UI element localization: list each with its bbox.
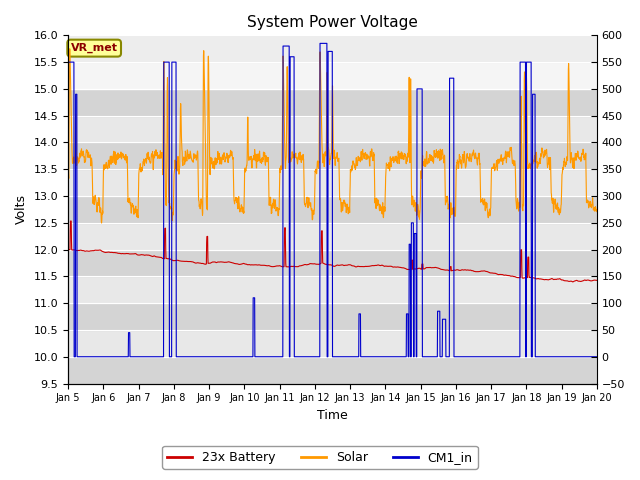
Solar <box>64 165 72 171</box>
Bar <box>68 330 596 357</box>
Solar <box>98 220 106 226</box>
23x Battery <box>561 278 569 284</box>
Bar <box>68 303 596 330</box>
Line: Solar: Solar <box>68 49 596 223</box>
23x Battery <box>64 247 72 252</box>
Bar <box>68 0 596 89</box>
Bar <box>68 36 596 62</box>
23x Battery <box>569 279 577 285</box>
Solar <box>561 164 569 169</box>
CM1_in <box>486 354 494 360</box>
Solar <box>360 151 367 156</box>
Bar <box>68 143 596 169</box>
Y-axis label: Volts: Volts <box>15 194 28 225</box>
Bar <box>68 116 596 143</box>
Line: CM1_in: CM1_in <box>68 43 596 357</box>
23x Battery <box>359 264 367 270</box>
Solar <box>486 212 494 217</box>
23x Battery <box>486 270 494 276</box>
Text: VR_met: VR_met <box>70 43 118 53</box>
CM1_in <box>593 354 600 360</box>
23x Battery <box>593 277 600 283</box>
23x Battery <box>212 260 220 265</box>
Solar <box>212 162 220 168</box>
Bar <box>68 250 596 276</box>
CM1_in <box>64 354 72 360</box>
Bar <box>68 357 596 384</box>
23x Battery <box>348 263 355 268</box>
CM1_in <box>348 354 355 360</box>
Bar <box>68 62 596 89</box>
23x Battery <box>547 276 554 282</box>
Title: System Power Voltage: System Power Voltage <box>247 15 418 30</box>
Solar <box>66 46 74 52</box>
Legend: 23x Battery, Solar, CM1_in: 23x Battery, Solar, CM1_in <box>163 446 477 469</box>
CM1_in <box>212 354 220 360</box>
Bar <box>68 169 596 196</box>
CM1_in <box>316 40 324 46</box>
Bar <box>68 89 596 116</box>
Bar <box>68 196 596 223</box>
Solar <box>348 163 356 169</box>
CM1_in <box>561 354 569 360</box>
23x Battery <box>67 218 75 224</box>
Solar <box>547 155 554 161</box>
X-axis label: Time: Time <box>317 409 348 422</box>
Solar <box>593 209 600 215</box>
CM1_in <box>359 354 367 360</box>
Bar <box>68 223 596 250</box>
CM1_in <box>547 354 554 360</box>
Bar <box>68 276 596 303</box>
Line: 23x Battery: 23x Battery <box>68 221 596 282</box>
